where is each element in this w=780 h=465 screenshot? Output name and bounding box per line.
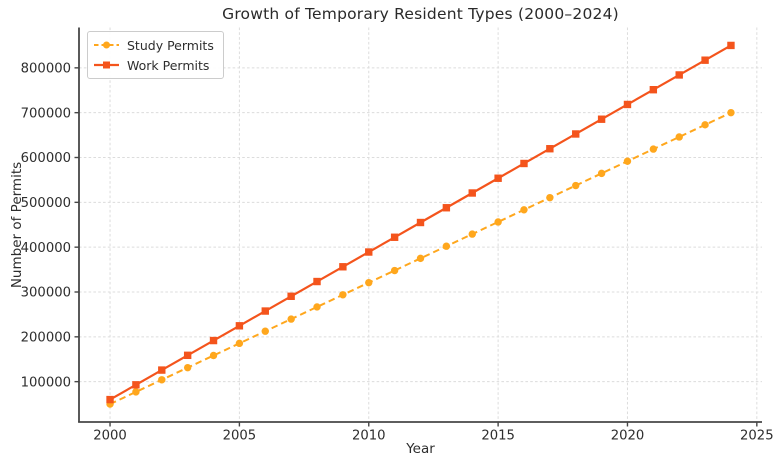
marker-study-permits: [546, 193, 554, 202]
x-tick-label: 2000: [93, 429, 127, 444]
marker-study-permits: [468, 230, 476, 238]
marker-work-permits: [623, 100, 632, 109]
marker-study-permits: [158, 376, 166, 384]
marker-study-permits: [623, 157, 632, 165]
marker-work-permits: [209, 336, 218, 345]
y-tick-label: 700000: [21, 106, 71, 121]
marker-study-permits: [390, 266, 399, 275]
marker-study-permits: [287, 315, 295, 323]
x-tick-label: 2025: [740, 429, 774, 444]
x-axis-label: Year: [406, 441, 435, 457]
marker-study-permits: [183, 363, 192, 372]
marker-study-permits: [597, 169, 606, 178]
x-tick-label: 2020: [611, 429, 645, 444]
marker-study-permits: [416, 254, 425, 263]
legend-marker-square-icon: [103, 61, 110, 69]
x-tick-label: 2015: [481, 429, 515, 444]
marker-study-permits: [209, 351, 218, 360]
marker-work-permits: [649, 86, 658, 94]
marker-study-permits: [442, 242, 451, 250]
marker-work-permits: [313, 277, 321, 286]
y-tick-label: 200000: [21, 330, 71, 345]
legend-sample-work-permits: [94, 61, 119, 69]
marker-work-permits: [572, 130, 580, 138]
legend-marker-circle-icon: [103, 41, 110, 49]
marker-work-permits: [494, 174, 502, 182]
marker-work-permits: [261, 307, 269, 315]
y-tick-label: 100000: [21, 375, 71, 390]
y-tick-label: 400000: [21, 241, 71, 256]
marker-work-permits: [520, 159, 528, 168]
marker-study-permits: [494, 218, 502, 226]
chart-title: Growth of Temporary Resident Types (2000…: [222, 5, 619, 23]
marker-work-permits: [132, 381, 140, 389]
marker-work-permits: [468, 189, 476, 197]
marker-work-permits: [546, 145, 554, 153]
marker-work-permits: [287, 292, 295, 300]
marker-work-permits: [597, 115, 606, 123]
marker-work-permits: [442, 204, 451, 212]
marker-work-permits: [390, 233, 399, 241]
marker-work-permits: [158, 366, 166, 374]
legend-item-work-permits: Work Permits: [93, 56, 214, 74]
legend-label-work-permits: Work Permits: [127, 57, 210, 73]
marker-work-permits: [416, 218, 425, 227]
marker-work-permits: [365, 248, 373, 256]
marker-work-permits: [675, 71, 683, 79]
marker-study-permits: [727, 108, 735, 117]
marker-work-permits: [727, 41, 735, 50]
marker-study-permits: [235, 339, 244, 348]
marker-work-permits: [106, 395, 114, 404]
marker-study-permits: [701, 121, 709, 129]
marker-work-permits: [183, 351, 192, 360]
marker-study-permits: [365, 278, 373, 287]
y-tick-label: 800000: [21, 61, 71, 76]
marker-study-permits: [313, 303, 321, 311]
marker-work-permits: [701, 56, 709, 64]
y-tick-label: 600000: [21, 151, 71, 166]
x-tick-label: 2005: [223, 429, 257, 444]
x-tick-label: 2010: [352, 429, 386, 444]
legend-item-study-permits: Study Permits: [93, 36, 214, 54]
legend-label-study-permits: Study Permits: [127, 37, 214, 53]
marker-study-permits: [132, 388, 140, 396]
marker-study-permits: [520, 206, 528, 214]
marker-study-permits: [339, 291, 347, 299]
marker-work-permits: [235, 322, 244, 330]
marker-work-permits: [339, 263, 347, 271]
marker-study-permits: [675, 133, 683, 141]
y-tick-label: 300000: [21, 286, 71, 301]
marker-study-permits: [261, 327, 269, 335]
legend: Study Permits Work Permits: [87, 31, 224, 79]
legend-sample-study-permits: [94, 41, 119, 49]
marker-study-permits: [572, 181, 580, 190]
y-axis-label: Number of Permits: [9, 161, 25, 289]
y-tick-label: 500000: [21, 196, 71, 211]
marker-study-permits: [649, 145, 658, 153]
